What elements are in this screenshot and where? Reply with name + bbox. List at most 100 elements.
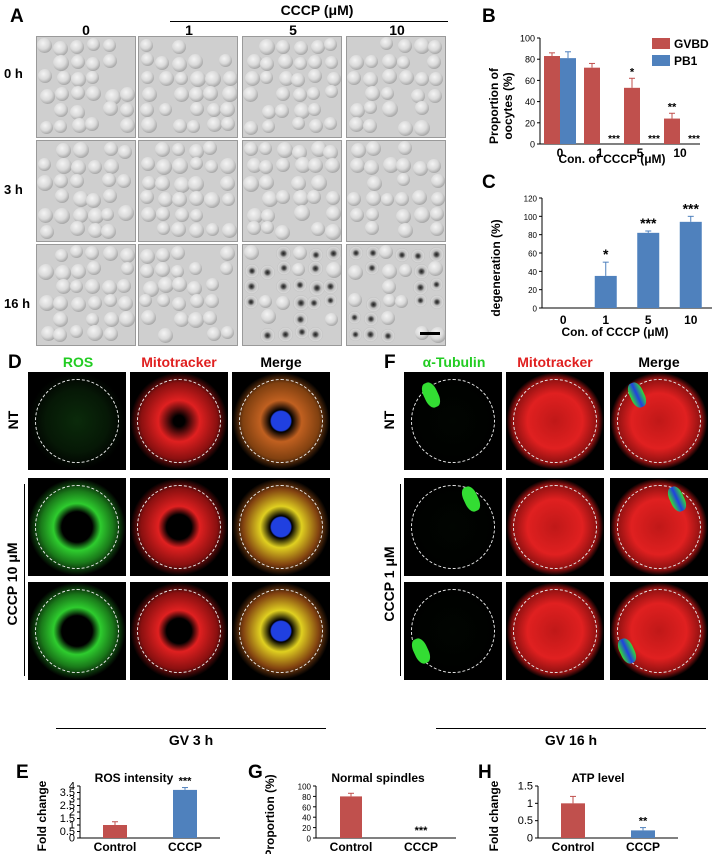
chart-h: ATP level Fold change 0 0.5 1 1.5 Control CCC… (487, 771, 678, 854)
oocyte (120, 103, 134, 117)
y-tick-label: 0 (307, 835, 312, 844)
oocyte (118, 296, 133, 311)
oocyte (398, 121, 413, 136)
y-tick-label: 4 (69, 781, 75, 793)
oocyte (276, 40, 290, 54)
oocyte (87, 261, 101, 275)
oocyte (364, 101, 377, 114)
f-footer: GV 16 h (544, 732, 598, 748)
oocyte (103, 101, 118, 116)
oocyte (188, 176, 204, 192)
brightfield-tile (346, 244, 446, 346)
cell-outline (35, 485, 119, 569)
significance-mark: *** (640, 215, 657, 231)
oocyte (279, 71, 294, 86)
fluorescence-image (404, 582, 502, 680)
cell-outline (239, 485, 323, 569)
fluorescence-image (506, 478, 604, 576)
oocyte (398, 39, 412, 53)
oocyte (348, 311, 361, 324)
oocyte (70, 280, 83, 293)
oocyte (261, 209, 275, 223)
oocyte (159, 71, 174, 86)
oocyte (40, 121, 53, 134)
f-col-mitotracker: Mitotracker (517, 354, 593, 370)
oocyte (174, 87, 189, 102)
oocyte (37, 38, 52, 53)
oocyte (142, 87, 157, 102)
oocyte (156, 248, 170, 262)
oocyte (326, 206, 341, 221)
bar (594, 275, 617, 308)
oocyte (324, 117, 337, 130)
oocyte (70, 245, 83, 258)
oocyte (189, 144, 204, 159)
oocyte (276, 190, 290, 204)
bar (173, 789, 197, 838)
oocyte (158, 328, 173, 343)
oocyte (349, 246, 363, 260)
cell-outline (513, 379, 597, 463)
oocyte (398, 141, 412, 155)
oocyte (88, 223, 103, 238)
oocyte (399, 70, 414, 85)
oocyte (365, 55, 378, 68)
oocyte (221, 326, 234, 339)
y-tick-label: 1.5 (518, 781, 533, 793)
oocyte (41, 326, 56, 341)
panel-label-f: F (384, 352, 396, 373)
oocyte (277, 142, 293, 158)
y-tick-label: 100 (524, 213, 538, 222)
oocyte (244, 121, 258, 135)
y-tick-label: 3 (69, 794, 75, 806)
oocyte (349, 328, 362, 341)
chart-c-ylabel: degeneration (%) (489, 219, 503, 316)
oocyte (365, 261, 379, 275)
significance-mark: *** (415, 825, 429, 837)
oocyte (381, 329, 395, 343)
oocyte (295, 325, 309, 339)
oocyte (276, 296, 290, 310)
oocyte (189, 223, 204, 238)
oocyte (86, 193, 101, 208)
d-row-bracket (24, 484, 25, 676)
oocyte (188, 312, 204, 328)
oocyte (430, 327, 445, 343)
oocyte (53, 41, 68, 56)
y-tick-label: 1.5 (60, 813, 75, 825)
oocyte (140, 264, 154, 278)
oocyte (155, 262, 170, 277)
y-tick-label: 0.5 (60, 826, 75, 838)
y-tick-label: 2 (69, 807, 75, 819)
oocyte (309, 119, 323, 133)
oocyte (323, 279, 338, 294)
bar (637, 232, 660, 308)
oocyte (244, 279, 259, 294)
oocyte (261, 309, 276, 324)
oocyte (325, 224, 341, 240)
oocyte (56, 279, 71, 294)
oocyte (171, 265, 184, 278)
oocyte (291, 73, 305, 87)
oocyte (325, 313, 338, 326)
brightfield-tile (242, 36, 342, 138)
panel-label-a: A (10, 6, 24, 27)
oocyte (363, 327, 378, 342)
oocyte (119, 311, 135, 327)
oocyte (276, 246, 291, 261)
fluorescence-image (232, 582, 330, 680)
oocyte (380, 37, 393, 50)
f-row-bracket (400, 484, 401, 676)
y-tick-label: 0.5 (518, 815, 533, 827)
oocyte (141, 207, 156, 222)
oocyte (327, 72, 341, 86)
oocyte (364, 160, 379, 175)
panel-label-b: B (482, 6, 496, 27)
y-tick-label: 100 (520, 34, 535, 44)
oocyte (188, 54, 203, 69)
y-tick-label: 40 (302, 814, 311, 823)
oocyte (86, 57, 100, 71)
oocyte (349, 55, 364, 70)
oocyte (350, 103, 365, 118)
oocyte (276, 87, 290, 101)
